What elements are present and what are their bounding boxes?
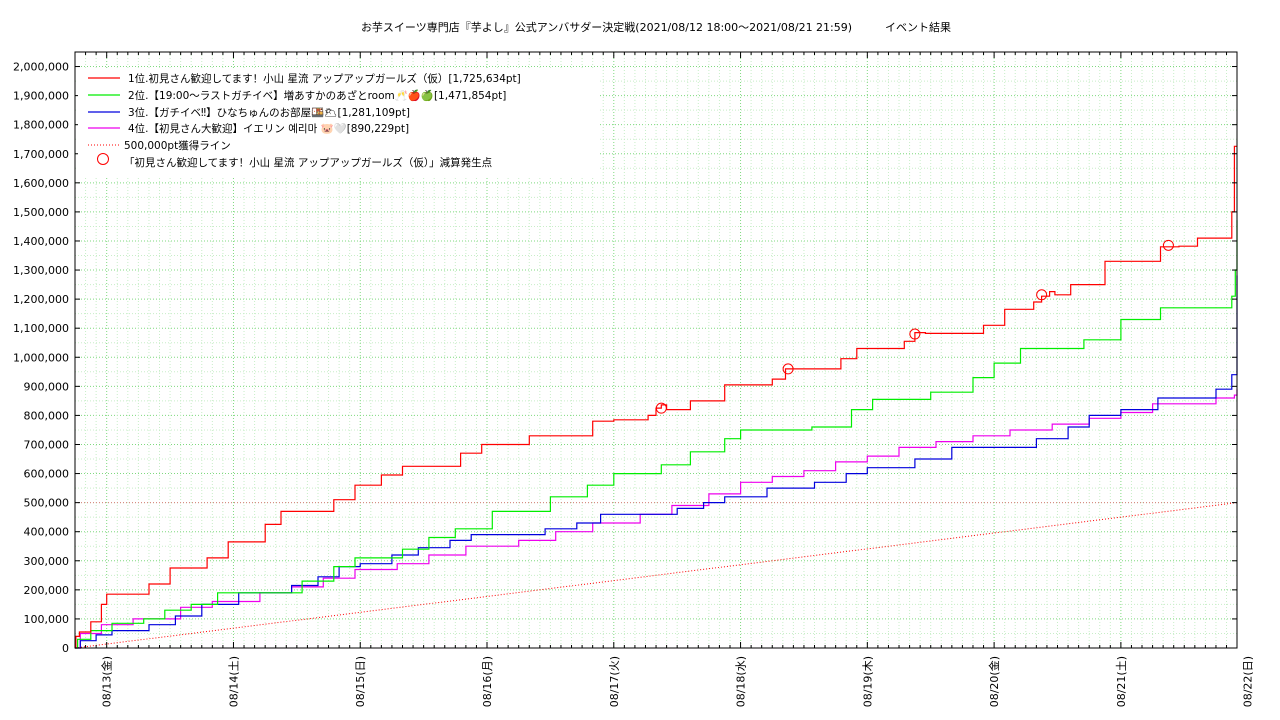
x-tick-label: 08/18(水)	[735, 656, 748, 707]
x-tick-label: 08/21(土)	[1115, 656, 1128, 707]
y-tick-label: 200,000	[24, 584, 70, 597]
series-line-4	[75, 389, 1238, 649]
reference-line-layer	[74, 502, 1238, 649]
chart-title: お芋スイーツ専門店『芋よし』公式アンバサダー決定戦(2021/08/12 18:…	[360, 21, 952, 34]
y-tick-label: 900,000	[24, 380, 70, 393]
y-tick-label: 1,200,000	[13, 293, 69, 306]
decrement-marker	[1036, 289, 1048, 301]
y-tick-label: 1,600,000	[13, 177, 69, 190]
y-tick-label: 400,000	[24, 526, 70, 539]
decrement-marker	[1162, 239, 1174, 251]
y-tick-label: 100,000	[24, 613, 70, 626]
x-tick-label: 08/16(月)	[481, 656, 494, 707]
y-tick-label: 800,000	[24, 409, 70, 422]
x-tick-label: 08/19(木)	[861, 656, 874, 707]
legend-label-2: 2位.【19:00〜ラストガチイベ】増あすかのあざとroom🥂🍎🍏[1,471,…	[128, 89, 506, 102]
y-tick-label: 1,300,000	[13, 264, 69, 277]
y-tick-label: 600,000	[24, 468, 70, 481]
x-tick-label: 08/20(金)	[987, 656, 1001, 707]
x-tick-label: 08/14(土)	[227, 656, 240, 707]
legend-label-marker: 「初見さん歓迎してます！小山 星流 アップアップガールズ（仮）」減算発生点	[124, 156, 492, 169]
y-tick-label: 1,100,000	[13, 322, 69, 335]
marker-layer	[655, 239, 1174, 414]
legend-box	[78, 68, 598, 176]
legend: 1位.初見さん歓迎してます！小山 星流 アップアップガールズ（仮）[1,725,…	[78, 68, 598, 176]
decrement-marker	[782, 363, 794, 375]
legend-label-3: 3位.【ガチイベ‼】ひなちゅんのお部屋🍱🌥[1,281,109pt]	[128, 106, 410, 119]
decrement-marker	[909, 328, 921, 340]
series-line-2	[75, 220, 1238, 649]
axis-layer: 0 100,000 200,000 300,000 400,000 500,000 600,…	[13, 51, 1255, 707]
series-layer	[75, 145, 1238, 649]
y-tick-label: 1,900,000	[13, 90, 69, 103]
y-tick-label: 2,000,000	[13, 61, 69, 74]
decrement-marker	[655, 402, 667, 414]
x-tick-label: 08/15(日)	[354, 656, 367, 707]
legend-swatch-marker	[97, 153, 109, 165]
y-tick-label: 1,700,000	[13, 148, 69, 161]
legend-label-reference: 500,000pt獲得ライン	[124, 139, 231, 152]
y-tick-label: 700,000	[24, 438, 70, 451]
legend-label-1: 1位.初見さん歓迎してます！小山 星流 アップアップガールズ（仮）[1,725,…	[128, 72, 521, 85]
x-tick-label: 08/13(金)	[100, 656, 114, 707]
y-tick-label: 0	[62, 642, 69, 655]
x-tick-label: 08/17(火)	[608, 656, 621, 707]
y-tick-label: 1,500,000	[13, 206, 69, 219]
series-line-3	[75, 275, 1238, 649]
legend-label-4: 4位.【初見さん大歓迎】イエリン 예리마 🐷🤍[890,229pt]	[128, 122, 409, 135]
x-tick-label: 08/22(日)	[1242, 656, 1255, 707]
series-line-1	[75, 145, 1237, 649]
y-tick-label: 300,000	[24, 555, 70, 568]
y-tick-label: 1,400,000	[13, 235, 69, 248]
y-tick-label: 1,800,000	[13, 119, 69, 132]
y-tick-label: 1,000,000	[13, 351, 69, 364]
reference-line-500k	[74, 502, 1238, 649]
y-tick-label: 500,000	[24, 497, 70, 510]
